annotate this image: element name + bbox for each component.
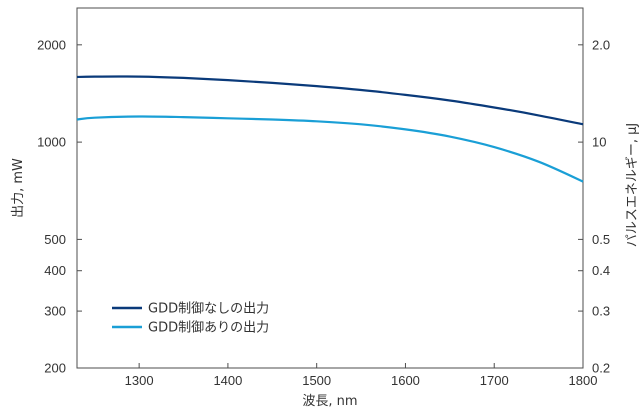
series-line-2 xyxy=(76,115,584,183)
y-left-tick-label: 1000 xyxy=(37,135,66,150)
y-right-tick-label: 0.5 xyxy=(592,232,610,247)
legend-label-2: GDD制御ありの出力 xyxy=(148,321,269,336)
y-right-tick-label: 2.0 xyxy=(592,37,610,52)
plot-marks: 1300 1400 1500 1600 1700 1800 200 300 400 500 1000… xyxy=(11,7,640,409)
y-right-axis-title: パルスエネルギー, μJ xyxy=(625,123,640,247)
y-left-axis-title: 出力, mW xyxy=(11,158,26,218)
x-tick-label: 1700 xyxy=(480,373,509,388)
y-left-tick-label: 200 xyxy=(44,361,66,376)
y-left-tick-label: 500 xyxy=(44,232,66,247)
y-right-tick-label: 0.2 xyxy=(592,361,610,376)
x-tick-label: 1300 xyxy=(125,373,154,388)
x-tick-label: 1500 xyxy=(302,373,331,388)
x-axis-title: 波長, nm xyxy=(302,394,357,409)
y-left-tick-label: 300 xyxy=(44,304,66,319)
series-line-1 xyxy=(76,75,584,126)
x-tick-label: 1600 xyxy=(391,373,420,388)
y-right-tick-label: 0.3 xyxy=(592,304,610,319)
y-right-tick-label: 10 xyxy=(592,135,606,150)
x-tick-label: 1400 xyxy=(213,373,242,388)
y-left-tick-label: 2000 xyxy=(37,37,66,52)
legend-label-1: GDD制御なしの出力 xyxy=(148,302,269,317)
x-tick-label: 1800 xyxy=(569,373,598,388)
plot-frame xyxy=(76,7,584,369)
legend-box xyxy=(104,291,376,337)
y-left-tick-label: 400 xyxy=(44,263,66,278)
y-right-tick-label: 0.4 xyxy=(592,263,610,278)
